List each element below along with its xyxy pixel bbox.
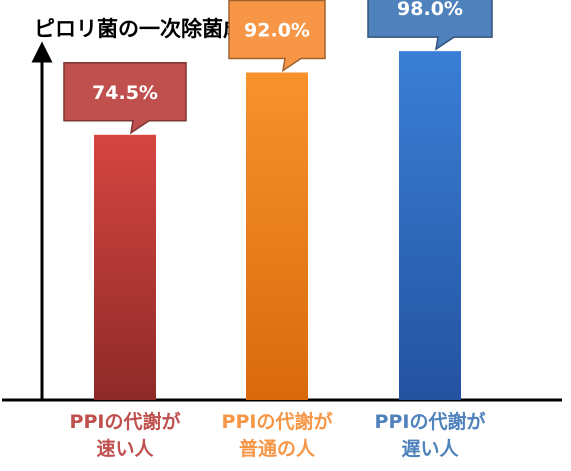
bars-layer	[94, 51, 461, 401]
category-label-1-line-2: 速い人	[96, 437, 154, 460]
bar-3	[399, 51, 461, 401]
bar-1	[94, 134, 156, 400]
category-label-2-line-1: PPIの代謝が	[222, 410, 333, 433]
callout-1	[63, 62, 187, 135]
category-label-3-line-1: PPIの代謝が	[375, 410, 486, 433]
category-label-3-line-2: 遅い人	[401, 438, 459, 460]
data-label-2: 92.0%	[244, 19, 310, 41]
category-label-2-line-2: 普通の人	[239, 437, 316, 460]
callout-2	[228, 0, 326, 73]
callout-3	[367, 0, 493, 51]
category-label-1-line-1: PPIの代謝が	[70, 410, 181, 433]
callouts-layer: 74.5% 92.0% 98.0%	[63, 0, 493, 135]
data-label-3: 98.0%	[397, 0, 463, 20]
bar-2	[246, 72, 308, 400]
data-label-1: 74.5%	[92, 82, 158, 104]
